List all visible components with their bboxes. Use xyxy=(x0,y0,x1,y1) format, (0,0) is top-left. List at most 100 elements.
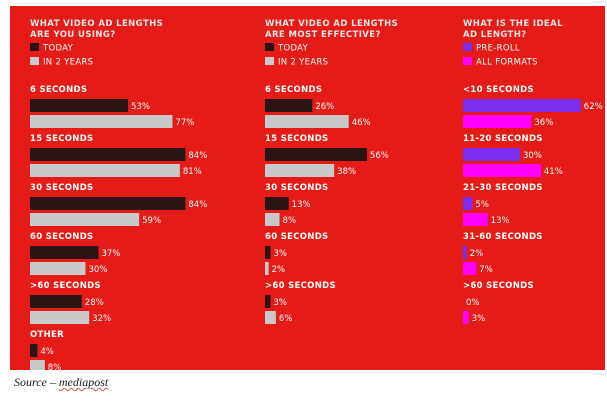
bar xyxy=(463,262,477,275)
infographic-panel: WHAT VIDEO AD LENGTHS ARE YOU USING? TODAY… xyxy=(10,6,605,370)
data-label: 84% xyxy=(188,200,207,210)
data-label: 36% xyxy=(534,118,553,128)
data-label: 30% xyxy=(523,151,542,161)
bar xyxy=(30,197,186,210)
source-caption: Source – mediapost xyxy=(14,375,108,390)
chart-title-line: WHAT IS THE IDEAL xyxy=(463,19,563,29)
bar xyxy=(30,344,38,357)
bar xyxy=(265,197,289,210)
chart-title-line: WHAT VIDEO AD LENGTHS xyxy=(30,19,163,29)
data-label: 13% xyxy=(292,200,311,210)
bar xyxy=(30,99,129,112)
category-label: 6 SECONDS xyxy=(30,85,87,95)
data-label: 8% xyxy=(283,216,297,226)
data-label: 13% xyxy=(491,216,510,226)
category-label: 30 SECONDS xyxy=(265,183,328,193)
category-label: >60 SECONDS xyxy=(463,281,534,291)
category-label: <10 SECONDS xyxy=(463,85,534,95)
category-label: 31-60 SECONDS xyxy=(463,232,543,242)
bar xyxy=(463,213,488,226)
bar xyxy=(463,99,581,112)
category-label: OTHER xyxy=(30,330,64,340)
legend-label: IN 2 YEARS xyxy=(278,58,328,68)
legend-label: IN 2 YEARS xyxy=(43,58,93,68)
legend-swatch xyxy=(30,57,39,65)
category-label: >60 SECONDS xyxy=(265,281,336,291)
legend-swatch xyxy=(265,43,274,51)
legend-swatch xyxy=(463,43,472,51)
bar xyxy=(30,311,90,324)
chart-title-line: AD LENGTH? xyxy=(463,30,527,40)
bar xyxy=(265,115,349,128)
bar xyxy=(265,295,271,308)
data-label: 77% xyxy=(175,118,194,128)
data-label: 0% xyxy=(466,298,480,308)
data-label: 2% xyxy=(272,265,286,275)
bar xyxy=(30,295,82,308)
bar xyxy=(463,197,473,210)
bar xyxy=(265,246,271,259)
source-prefix: Source – xyxy=(14,375,59,389)
category-label: 11-20 SECONDS xyxy=(463,134,543,144)
category-label: >60 SECONDS xyxy=(30,281,101,291)
bar xyxy=(265,99,313,112)
data-label: 26% xyxy=(315,102,334,112)
bar xyxy=(30,360,45,370)
category-label: 30 SECONDS xyxy=(30,183,93,193)
bar xyxy=(265,311,276,324)
category-label: 60 SECONDS xyxy=(30,232,93,242)
bar xyxy=(30,148,186,161)
legend-swatch xyxy=(463,57,472,65)
bar xyxy=(265,164,335,177)
data-label: 46% xyxy=(352,118,371,128)
data-label: 53% xyxy=(131,102,150,112)
legend-label: TODAY xyxy=(42,44,74,54)
bar xyxy=(265,148,367,161)
data-label: 3% xyxy=(273,249,287,259)
data-label: 3% xyxy=(273,298,287,308)
data-label: 56% xyxy=(370,151,389,161)
bar xyxy=(30,213,140,226)
bar xyxy=(30,262,86,275)
bar xyxy=(463,246,467,259)
data-label: 30% xyxy=(89,265,108,275)
data-label: 37% xyxy=(101,249,120,259)
legend-label: ALL FORMATS xyxy=(476,58,538,68)
data-label: 84% xyxy=(188,151,207,161)
category-label: 15 SECONDS xyxy=(265,134,328,144)
data-label: 5% xyxy=(476,200,490,210)
bar xyxy=(463,311,469,324)
category-label: 21-30 SECONDS xyxy=(463,183,543,193)
data-label: 3% xyxy=(472,314,486,324)
chart-title-line: ARE MOST EFFECTIVE? xyxy=(265,30,381,40)
data-label: 4% xyxy=(40,347,54,357)
legend-swatch xyxy=(265,57,274,65)
legend-swatch xyxy=(30,43,39,51)
category-label: 60 SECONDS xyxy=(265,232,328,242)
category-label: 6 SECONDS xyxy=(265,85,322,95)
chart-title-line: WHAT VIDEO AD LENGTHS xyxy=(265,19,398,29)
data-label: 28% xyxy=(85,298,104,308)
data-label: 62% xyxy=(584,102,603,112)
bar xyxy=(463,148,520,161)
data-label: 81% xyxy=(183,167,202,177)
bar xyxy=(265,213,280,226)
bar xyxy=(30,246,99,259)
data-label: 38% xyxy=(337,167,356,177)
bar xyxy=(30,164,180,177)
data-label: 2% xyxy=(470,249,484,259)
data-label: 6% xyxy=(279,314,293,324)
bar xyxy=(30,115,173,128)
data-label: 59% xyxy=(142,216,161,226)
category-label: 15 SECONDS xyxy=(30,134,93,144)
legend-label: TODAY xyxy=(277,44,309,54)
data-label: 7% xyxy=(479,265,493,275)
bar xyxy=(265,262,269,275)
bar xyxy=(463,164,541,177)
bar xyxy=(463,115,532,128)
data-label: 32% xyxy=(92,314,111,324)
chart-title-line: ARE YOU USING? xyxy=(30,30,116,40)
data-label: 8% xyxy=(48,363,62,370)
data-label: 41% xyxy=(544,167,563,177)
